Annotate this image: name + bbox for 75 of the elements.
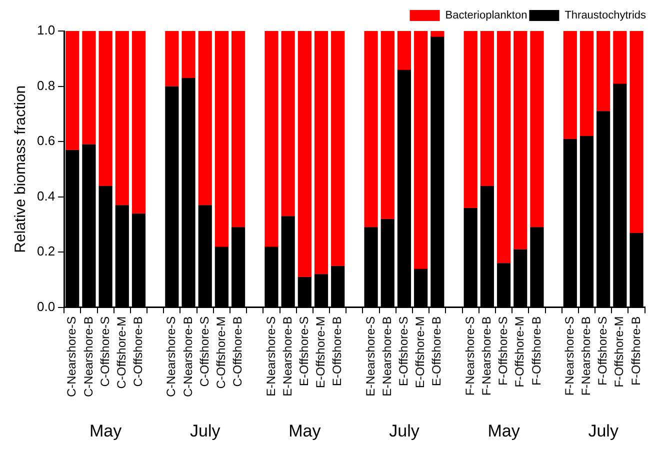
bar	[613, 31, 627, 84]
x-tick-label: E-Offshore-S	[296, 316, 311, 386]
legend-label: Thraustochytrids	[564, 10, 646, 22]
x-tick-label: C-Nearshore-B	[180, 316, 195, 398]
x-tick-label: C-Offshore-B	[131, 316, 146, 387]
text: May	[288, 422, 322, 441]
bar	[66, 31, 80, 150]
x-tick-label: C-Offshore-M	[114, 316, 128, 389]
bar	[314, 31, 328, 274]
x-tick-label: E-Offshore-M	[314, 316, 328, 388]
bar	[132, 31, 146, 214]
text: May	[89, 422, 122, 441]
bar	[115, 31, 129, 206]
x-tick-label: C-Nearshore-S	[164, 316, 178, 398]
x-tick-label: E-Offshore-S	[396, 316, 411, 386]
x-tick-label: E-Offshore-B	[330, 316, 344, 386]
x-tick-label: F-Offshore-B	[529, 316, 544, 386]
x-tick-label: F-Offshore-S	[496, 316, 510, 386]
bar	[496, 31, 511, 264]
x-tick-label: F-Offshore-M	[612, 316, 626, 388]
y-tick-label: 0.8	[36, 78, 56, 93]
x-tick-label: F-Nearshore-S	[562, 316, 576, 396]
y-tick-label: 0.4	[36, 188, 56, 204]
bar	[98, 31, 112, 186]
x-tick-label: F-Nearshore-B	[479, 316, 494, 396]
x-tick-label: E-Offshore-M	[413, 316, 428, 388]
bar	[480, 31, 494, 186]
bar	[464, 31, 478, 208]
x-tick-label: C-Offshore-S	[197, 316, 212, 387]
x-tick-label: E-Nearshore-B	[280, 316, 294, 396]
y-tick-label: 0.2	[36, 244, 56, 259]
bar	[165, 31, 179, 86]
text: July	[389, 422, 420, 441]
x-tick-label: E-Nearshore-B	[380, 316, 394, 396]
y-tick-label: 0.6	[36, 133, 56, 148]
bar	[264, 31, 278, 247]
bar	[331, 31, 345, 266]
x-tick-label: F-Nearshore-S	[462, 316, 477, 396]
y-axis-title: Relative biomass fraction	[12, 85, 30, 253]
bar	[514, 31, 528, 250]
bar	[298, 31, 312, 277]
bar	[214, 31, 229, 247]
bar	[563, 31, 577, 139]
bar	[231, 31, 246, 228]
bar	[281, 31, 295, 216]
x-tick-label: F-Nearshore-B	[579, 316, 594, 396]
x-tick-label: C-Offshore-B	[230, 316, 245, 387]
x-tick-label: F-Offshore-B	[628, 316, 643, 386]
x-tick-label: C-Offshore-M	[214, 316, 228, 389]
bar	[530, 31, 544, 228]
x-tick-label: F-Offshore-S	[596, 316, 610, 386]
x-tick-label: E-Nearshore-S	[363, 316, 378, 396]
bar	[596, 31, 610, 112]
y-tick-label: 1.0	[36, 22, 56, 38]
text: July	[588, 422, 619, 441]
bar	[198, 31, 212, 206]
y-tick-label: 0.0	[36, 298, 56, 314]
bar	[82, 31, 96, 144]
bar	[364, 31, 378, 228]
x-tick-label: E-Offshore-B	[430, 316, 444, 386]
text: July	[190, 422, 221, 441]
bar	[414, 31, 428, 269]
bar	[430, 31, 444, 37]
text: May	[488, 422, 520, 441]
bar	[580, 31, 594, 136]
bar	[380, 31, 394, 219]
bar	[182, 31, 196, 78]
x-tick-label: E-Nearshore-S	[264, 316, 278, 396]
x-tick-label: F-Offshore-M	[512, 316, 527, 388]
x-tick-label: C-Offshore-S	[98, 316, 112, 387]
legend-label: Bacterioplankton	[445, 10, 528, 22]
bar	[397, 31, 412, 70]
x-tick-label: C-Nearshore-S	[64, 316, 79, 398]
x-tick-label: C-Nearshore-B	[81, 316, 96, 398]
bar	[630, 31, 644, 233]
